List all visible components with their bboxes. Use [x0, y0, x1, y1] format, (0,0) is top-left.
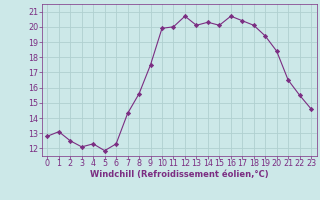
X-axis label: Windchill (Refroidissement éolien,°C): Windchill (Refroidissement éolien,°C) [90, 170, 268, 179]
